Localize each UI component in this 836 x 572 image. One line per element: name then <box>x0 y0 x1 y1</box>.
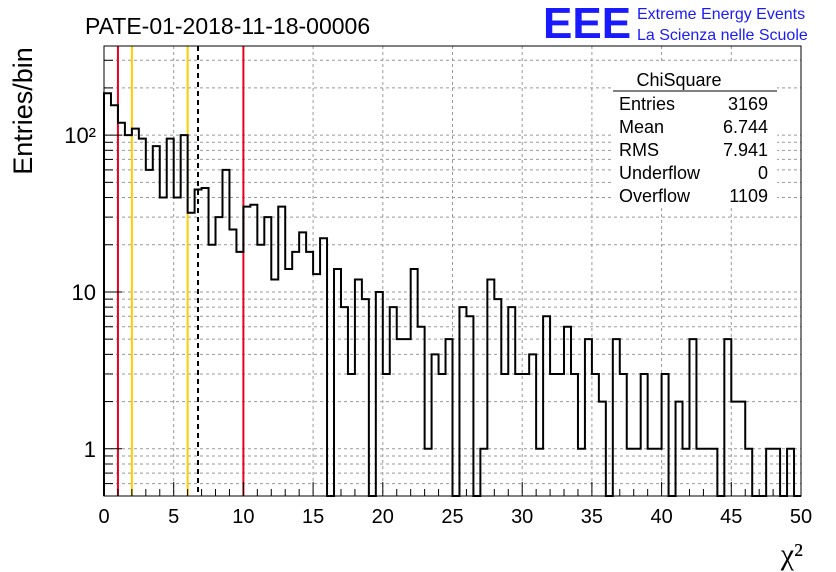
stats-value: 3169 <box>728 94 768 114</box>
stats-value: 6.744 <box>723 117 768 137</box>
eee-logo: EEE Extreme Energy Events La Scienza nel… <box>543 0 808 48</box>
x-tick-label: 20 <box>372 506 394 528</box>
stats-value: 0 <box>758 163 768 183</box>
logo-line-2: La Scienza nelle Scuole <box>637 27 808 44</box>
stats-rows: Entries 3169 Mean 6.744 RMS 7.941 Underflow 0 Ov… <box>619 94 768 206</box>
axes: 0 5 10 15 20 25 30 35 40 45 50 1 10 10² <box>64 59 812 528</box>
logo-line-1: Extreme Energy Events <box>637 6 805 23</box>
x-tick-label: 5 <box>168 506 179 528</box>
chart-title: PATE-01-2018-11-18-00006 <box>85 13 370 39</box>
eee-logo-mark: EEE <box>543 0 631 48</box>
stats-label: Entries <box>619 94 675 114</box>
x-tick-label: 10 <box>232 506 254 528</box>
stats-box-background <box>611 64 777 207</box>
stats-box: ChiSquare Entries 3169 Mean 6.744 RMS 7.941 Un… <box>611 64 777 207</box>
y-axis-label: Entries/bin <box>8 47 38 175</box>
x-tick-label: 30 <box>511 506 533 528</box>
y-tick-label: 10² <box>64 123 96 148</box>
reference-lines <box>116 46 245 496</box>
x-tick-label: 25 <box>441 506 463 528</box>
x-tick-label: 0 <box>98 506 109 528</box>
x-tick-label: 15 <box>302 506 324 528</box>
x-tick-label: 50 <box>790 506 812 528</box>
stats-value: 7.941 <box>723 140 768 160</box>
x-tick-label: 40 <box>650 506 672 528</box>
stats-value: 1109 <box>729 186 768 206</box>
y-tick-label: 1 <box>84 437 96 462</box>
y-tick-label: 10 <box>72 280 96 305</box>
stats-label: Underflow <box>619 163 701 183</box>
stats-title: ChiSquare <box>636 70 721 90</box>
x-axis-label: χ² <box>780 538 803 571</box>
stats-label: RMS <box>619 140 659 160</box>
stats-label: Overflow <box>619 186 691 206</box>
x-tick-label: 45 <box>720 506 742 528</box>
x-tick-label: 35 <box>581 506 603 528</box>
stats-label: Mean <box>619 117 664 137</box>
